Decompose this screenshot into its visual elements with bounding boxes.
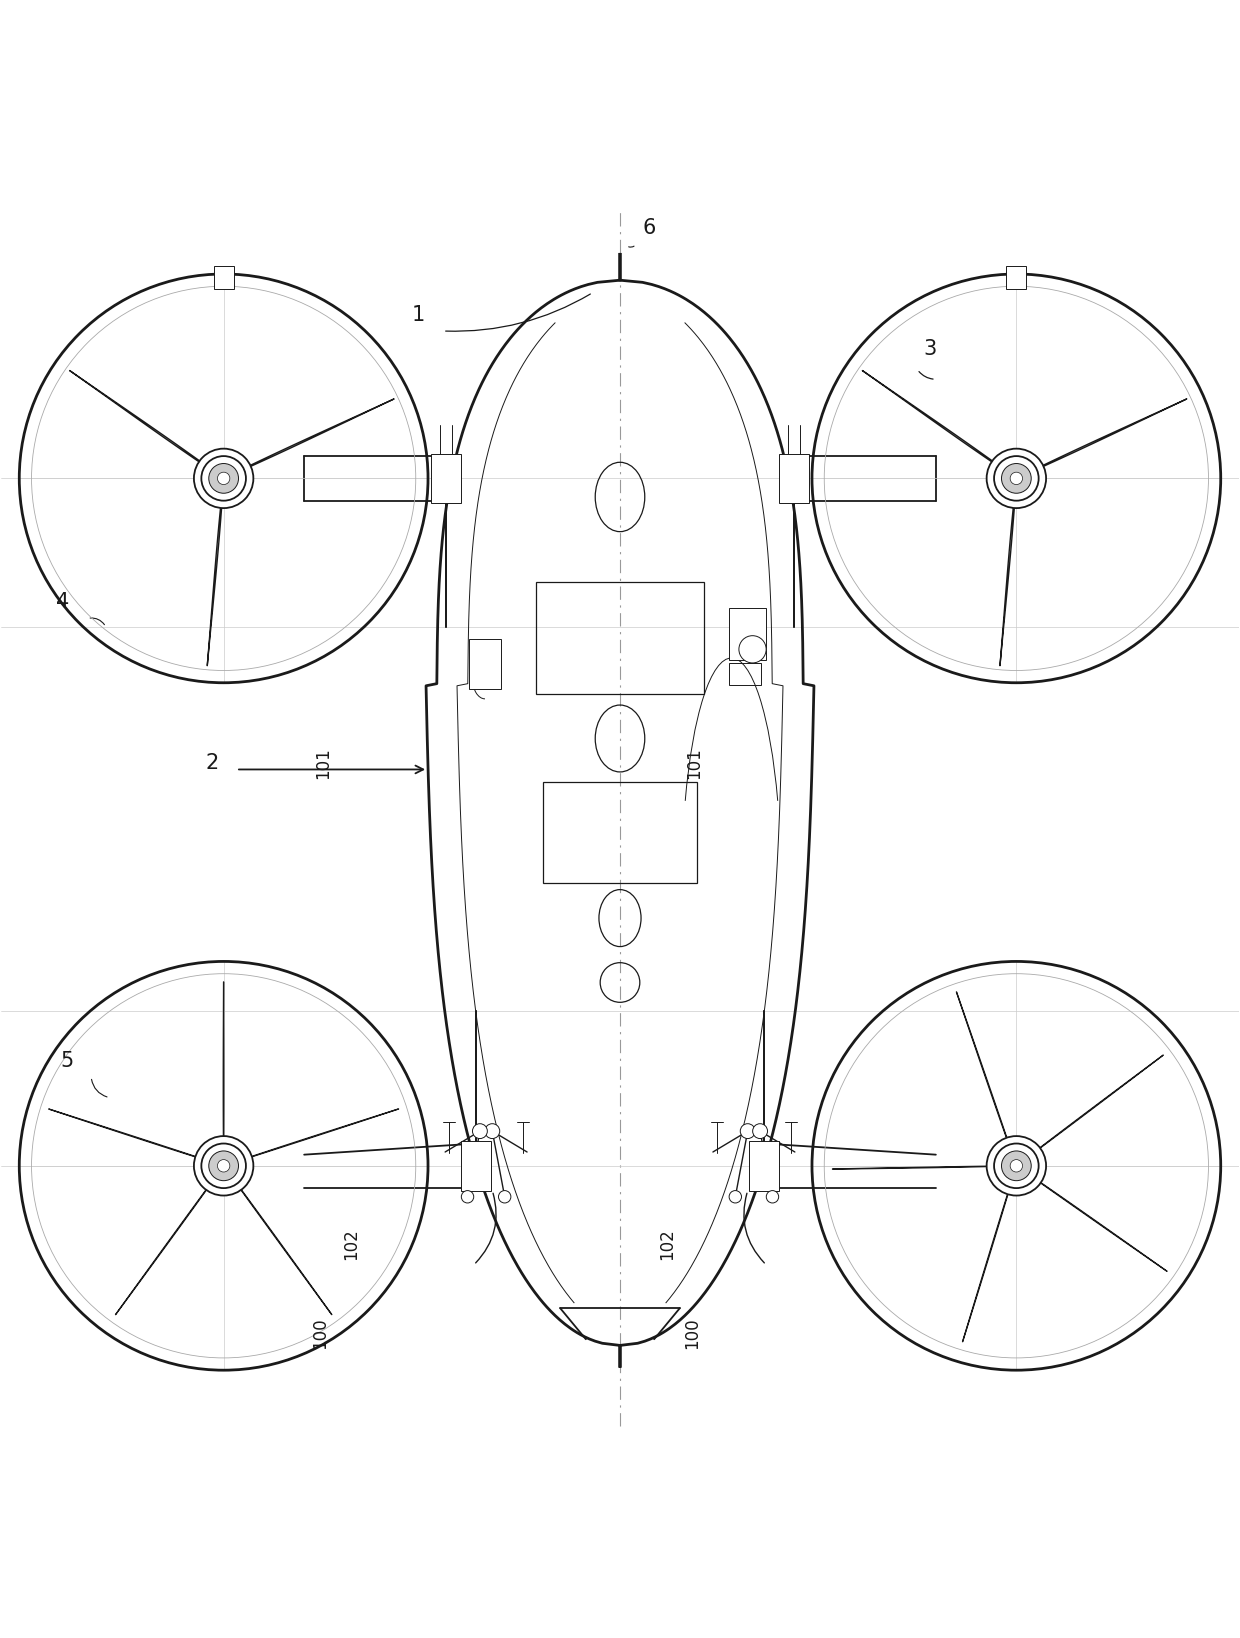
Circle shape <box>740 1124 755 1138</box>
Bar <box>1007 267 1027 288</box>
Polygon shape <box>1032 1055 1163 1155</box>
Text: 102: 102 <box>342 1228 361 1260</box>
Bar <box>461 1142 491 1191</box>
Bar <box>213 267 233 288</box>
Bar <box>729 608 766 660</box>
Text: 5: 5 <box>61 1050 73 1071</box>
Circle shape <box>485 1124 500 1138</box>
Bar <box>749 1142 779 1191</box>
Bar <box>469 639 501 690</box>
Polygon shape <box>832 1166 997 1170</box>
Polygon shape <box>243 1109 398 1160</box>
Polygon shape <box>69 370 206 465</box>
Polygon shape <box>962 1184 1011 1342</box>
Text: 101: 101 <box>686 747 703 780</box>
Polygon shape <box>243 400 394 470</box>
Text: 6: 6 <box>642 218 656 239</box>
Circle shape <box>1011 1160 1023 1173</box>
Circle shape <box>193 449 253 508</box>
Circle shape <box>208 1152 238 1181</box>
Bar <box>543 781 697 883</box>
Circle shape <box>217 472 229 485</box>
Text: 101: 101 <box>314 747 332 780</box>
Polygon shape <box>862 370 998 465</box>
Circle shape <box>201 455 246 501</box>
Circle shape <box>987 449 1047 508</box>
Polygon shape <box>115 1181 212 1315</box>
Circle shape <box>201 1143 246 1188</box>
Text: 3: 3 <box>924 339 936 359</box>
Polygon shape <box>207 501 222 665</box>
Circle shape <box>753 1124 768 1138</box>
Text: 100: 100 <box>311 1317 330 1348</box>
Circle shape <box>472 1124 487 1138</box>
Text: 100: 100 <box>683 1317 701 1348</box>
Bar <box>536 583 704 695</box>
Bar <box>779 454 808 503</box>
Polygon shape <box>1037 400 1187 470</box>
Circle shape <box>994 455 1039 501</box>
Text: 2: 2 <box>205 753 218 773</box>
Circle shape <box>461 1191 474 1202</box>
Circle shape <box>208 464 238 493</box>
Circle shape <box>994 1143 1039 1188</box>
Circle shape <box>739 636 766 663</box>
Bar <box>432 454 461 503</box>
Polygon shape <box>956 993 1011 1147</box>
Circle shape <box>987 1137 1047 1196</box>
Text: 1: 1 <box>412 305 425 324</box>
Polygon shape <box>236 1181 332 1315</box>
Text: 102: 102 <box>658 1228 676 1260</box>
Polygon shape <box>999 501 1014 665</box>
Circle shape <box>217 1160 229 1173</box>
Bar <box>729 663 761 685</box>
Polygon shape <box>1033 1178 1167 1271</box>
Circle shape <box>1002 1152 1032 1181</box>
Polygon shape <box>48 1109 205 1160</box>
Circle shape <box>498 1191 511 1202</box>
Text: 4: 4 <box>57 593 69 613</box>
Circle shape <box>729 1191 742 1202</box>
Circle shape <box>1011 472 1023 485</box>
Circle shape <box>766 1191 779 1202</box>
Circle shape <box>1002 464 1032 493</box>
Circle shape <box>193 1137 253 1196</box>
